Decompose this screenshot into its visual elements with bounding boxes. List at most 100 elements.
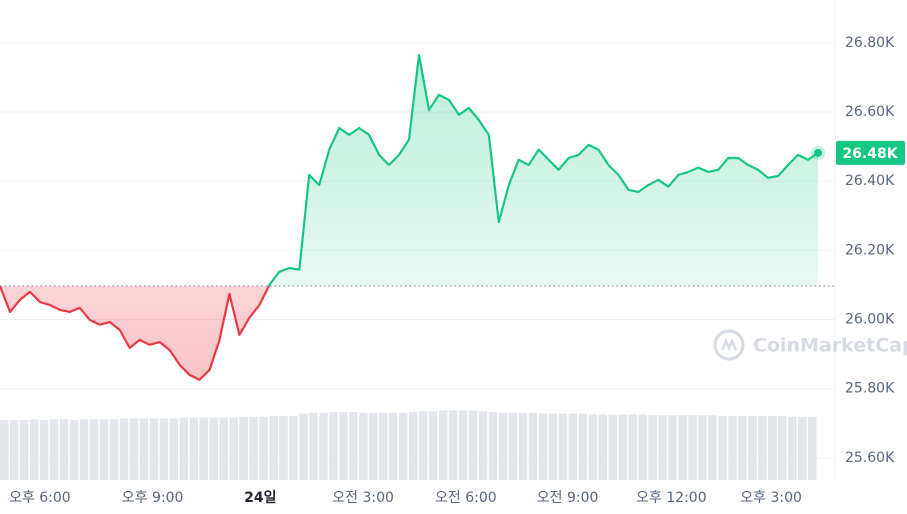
volume-bar <box>299 413 308 480</box>
volume-bar <box>89 419 99 480</box>
volume-bar <box>109 419 119 480</box>
volume-bar <box>508 412 518 480</box>
volume-bar <box>119 418 129 480</box>
x-tick-label: 24일 <box>244 490 276 506</box>
y-tick-label: 26.20K <box>845 242 895 258</box>
x-tick-label: 오전 9:00 <box>537 490 599 506</box>
watermark: CoinMarketCap <box>713 329 907 361</box>
volume-bar <box>29 419 39 480</box>
volume-bar <box>798 416 807 480</box>
volume-bar <box>359 412 368 480</box>
volume-bar <box>458 410 468 480</box>
volume-bar <box>339 412 348 480</box>
volume-bar <box>9 420 19 480</box>
volume-bar <box>748 416 757 480</box>
volume-bar <box>448 410 458 480</box>
volume-bar <box>409 412 418 480</box>
current-dot <box>814 148 822 157</box>
y-tick-label: 25.60K <box>845 450 895 466</box>
y-tick-label: 26.00K <box>845 312 895 328</box>
y-tick-label: 26.80K <box>845 35 895 51</box>
volume-bar <box>758 416 767 480</box>
volume-bar <box>159 418 169 480</box>
area-down <box>0 285 269 380</box>
volume-bar <box>638 414 647 480</box>
line-down <box>0 285 271 381</box>
volume-bar <box>199 417 208 480</box>
volume-bar <box>718 416 727 480</box>
volume-bar <box>528 412 538 480</box>
logo-mark <box>720 337 738 352</box>
x-tick-label: 오후 12:00 <box>636 490 707 506</box>
volume-bar <box>59 419 69 480</box>
volume-bar <box>558 413 568 480</box>
volume-bar <box>0 420 9 480</box>
area-up <box>0 55 818 286</box>
volume-bar <box>518 412 528 480</box>
current-label: 26.48K <box>842 146 898 162</box>
volume-bar <box>488 412 498 480</box>
volume-bar <box>179 417 189 480</box>
volume-bar <box>498 412 508 480</box>
volume-bar <box>668 415 677 480</box>
line-up <box>0 53 819 286</box>
volume-bar <box>269 416 278 480</box>
y-tick-label: 26.60K <box>845 104 895 120</box>
volume-bar <box>808 416 817 480</box>
volume-bar <box>229 417 238 480</box>
volume-bar <box>259 416 268 480</box>
volume-bar <box>189 417 199 480</box>
volume-bar <box>428 411 438 480</box>
volume-bar <box>698 415 707 480</box>
volume-bar <box>778 416 787 480</box>
volume-bar <box>319 412 328 480</box>
volume-bar <box>468 410 478 480</box>
volume-bar <box>169 418 179 480</box>
current-tag <box>836 140 905 165</box>
volume-bar <box>418 411 428 480</box>
volume-bar <box>399 412 408 480</box>
volume-bar <box>598 414 608 480</box>
volume-bar <box>548 413 558 480</box>
x-tick-label: 오후 3:00 <box>740 490 802 506</box>
volume-bar <box>209 417 218 480</box>
volume-bar <box>588 414 598 480</box>
volume-bar <box>728 416 737 480</box>
volume-bar <box>708 415 717 480</box>
volume-bar <box>99 419 109 480</box>
volume-bar <box>688 415 697 480</box>
x-tick-label: 오후 6:00 <box>9 490 71 506</box>
volume-bar <box>329 412 338 480</box>
volume-bar <box>438 410 448 480</box>
axis: 25.60K 25.80K 26.00K 26.20K 26.40K 26.60K 26.8… <box>9 35 905 506</box>
volume-bar <box>618 414 627 480</box>
volume-bar <box>289 416 298 480</box>
x-tick-label: 오전 6:00 <box>435 490 497 506</box>
x-tick-label: 오후 9:00 <box>122 490 184 506</box>
volume-bar <box>478 411 488 480</box>
volume-bar <box>129 418 139 480</box>
volume-bar <box>658 415 667 480</box>
volume-bar <box>69 420 79 480</box>
volume-bar <box>738 416 747 480</box>
volume-bar <box>628 414 637 480</box>
volume-bars <box>0 410 817 480</box>
volume-bar <box>349 412 358 480</box>
y-tick-label: 26.40K <box>845 173 895 189</box>
volume-bar <box>39 420 49 480</box>
volume-bar <box>219 417 228 480</box>
volume-bar <box>369 412 378 480</box>
volume-bar <box>49 419 59 480</box>
volume-bar <box>788 416 797 480</box>
plot <box>0 53 835 381</box>
volume-bar <box>139 418 149 480</box>
logo <box>713 329 745 361</box>
watermark-text: CoinMarketCap <box>753 335 907 357</box>
volume-bar <box>239 416 248 480</box>
volume-bar <box>578 413 588 480</box>
volume-bar <box>79 419 89 480</box>
volume-bar <box>149 418 159 480</box>
volume-bar <box>568 413 578 480</box>
volume-bar <box>768 416 777 480</box>
